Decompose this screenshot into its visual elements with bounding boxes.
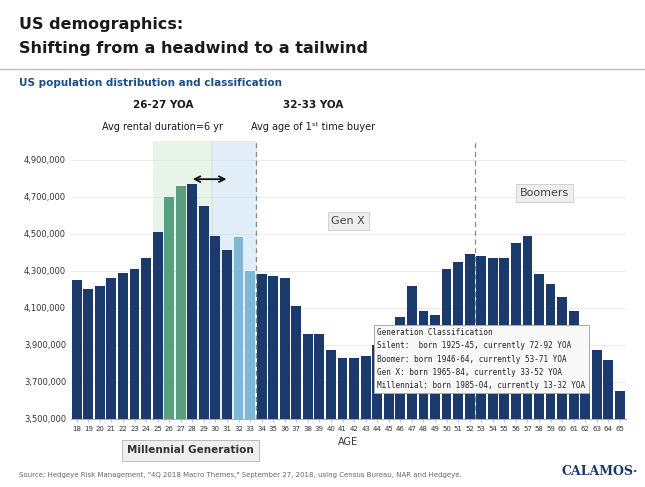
Text: US population distribution and classification: US population distribution and classific… [19,78,283,88]
Bar [604,359,613,487]
Bar [280,278,290,487]
Bar [511,243,521,487]
Bar [210,236,221,487]
Bar [442,269,452,487]
X-axis label: AGE: AGE [338,437,359,447]
Bar [349,358,359,487]
Bar [419,312,428,487]
Bar [118,273,128,487]
Bar [176,186,186,487]
Bar [188,184,197,487]
Text: 26-27 YOA: 26-27 YOA [133,100,193,111]
Bar [153,141,213,419]
Bar [268,276,278,487]
Text: Generation Classification
Silent:  born 1925-45, currently 72-92 YOA
Boomer: bor: Generation Classification Silent: born 1… [377,328,585,390]
Bar [164,197,174,487]
Bar [488,258,498,487]
Bar [499,258,509,487]
Bar [95,285,104,487]
Text: Boomers: Boomers [520,188,570,198]
Bar [326,350,336,487]
Bar [292,306,301,487]
Text: Shifting from a headwind to a tailwind: Shifting from a headwind to a tailwind [19,41,368,56]
Bar [257,275,266,487]
Bar [557,297,567,487]
Bar [615,391,625,487]
Bar [453,262,463,487]
Text: Source: Hedgeye Risk Management, "4Q 2018 Macro Themes," September 27, 2018, usi: Source: Hedgeye Risk Management, "4Q 201… [19,472,462,478]
Bar [361,356,370,487]
Bar [337,358,348,487]
Bar [465,254,475,487]
Bar [384,361,393,487]
Text: Gen X: Gen X [332,216,365,226]
Bar [153,232,163,487]
Bar [106,278,116,487]
Bar [580,336,590,487]
Bar [199,206,209,487]
Bar [430,315,440,487]
Bar [211,141,257,419]
Bar [569,312,579,487]
Bar [315,334,324,487]
Bar [222,250,232,487]
Bar [130,269,139,487]
Bar [395,317,405,487]
Bar [245,271,255,487]
Bar [522,236,532,487]
Bar [83,289,93,487]
Text: Millennial Generation: Millennial Generation [127,446,253,455]
Bar [372,345,382,487]
Bar [72,280,82,487]
Text: US demographics:: US demographics: [19,17,184,32]
Bar [546,284,555,487]
Text: 32-33 YOA: 32-33 YOA [283,100,343,111]
Bar [233,238,243,487]
Bar [592,350,602,487]
Text: Avg age of 1ˢᵗ time buyer: Avg age of 1ˢᵗ time buyer [251,122,375,132]
Bar [303,334,313,487]
Text: CALAMOS·: CALAMOS· [561,465,637,478]
Bar [534,275,544,487]
Bar [476,256,486,487]
Bar [407,285,417,487]
Text: Avg rental duration=6 yr: Avg rental duration=6 yr [103,122,223,132]
Bar [141,258,151,487]
